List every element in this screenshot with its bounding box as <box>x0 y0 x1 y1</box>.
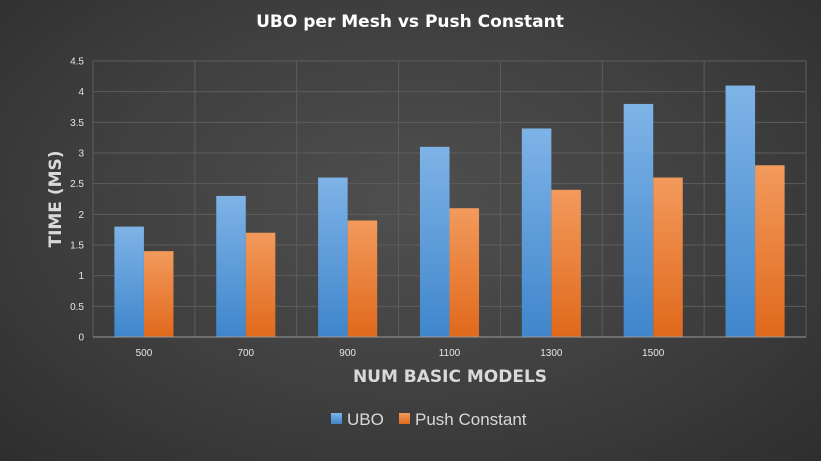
legend: UBO Push Constant <box>331 410 527 429</box>
y-tick-label: 2 <box>78 210 84 221</box>
x-axis-title: NUM BASIC MODELS <box>353 367 547 387</box>
bar-ubo <box>725 85 756 338</box>
bar-ubo <box>419 146 450 337</box>
bar-ubo <box>318 177 348 337</box>
y-tick-label: 3 <box>78 149 84 160</box>
y-tick-label: 1 <box>78 271 84 282</box>
bar-push-constant <box>755 165 785 337</box>
y-tick-label: 1.5 <box>70 241 84 252</box>
legend-label-push-constant: Push Constant <box>415 410 527 429</box>
bar-push-constant <box>449 208 480 337</box>
x-tick-label: 700 <box>237 348 254 359</box>
bar-push-constant <box>551 189 581 337</box>
bar-ubo <box>114 226 144 337</box>
legend-swatch-push-constant <box>399 413 410 424</box>
bars <box>114 85 785 338</box>
bar-ubo <box>216 195 246 337</box>
bar-ubo <box>521 128 552 337</box>
x-tick-label: 500 <box>136 348 153 359</box>
y-tick-label: 4 <box>78 87 84 98</box>
x-tick-label: 1500 <box>642 348 665 359</box>
x-tick-label: 1300 <box>540 348 563 359</box>
x-tick-label: 1100 <box>439 348 461 359</box>
bar-push-constant <box>653 177 683 337</box>
y-axis-title: TIME (MS) <box>46 150 66 247</box>
chart-title: UBO per Mesh vs Push Constant <box>256 12 564 32</box>
bar-push-constant <box>245 232 276 337</box>
x-axis-ticks: 500 700 900 1100 1300 1500 <box>136 348 665 359</box>
x-tick-label: 900 <box>339 348 356 359</box>
bar-push-constant <box>347 220 378 337</box>
y-tick-label: 4.5 <box>70 57 84 68</box>
y-tick-label: 0 <box>78 333 84 344</box>
y-tick-label: 3.5 <box>70 118 84 129</box>
legend-swatch-ubo <box>331 413 342 424</box>
bar-ubo <box>623 103 654 337</box>
y-axis-ticks: 0 0.5 1 1.5 2 2.5 3 3.5 4 4.5 <box>70 57 84 344</box>
bar-push-constant <box>143 251 174 337</box>
legend-label-ubo: UBO <box>347 410 384 429</box>
y-tick-label: 0.5 <box>70 302 84 313</box>
y-tick-label: 2.5 <box>70 179 84 190</box>
